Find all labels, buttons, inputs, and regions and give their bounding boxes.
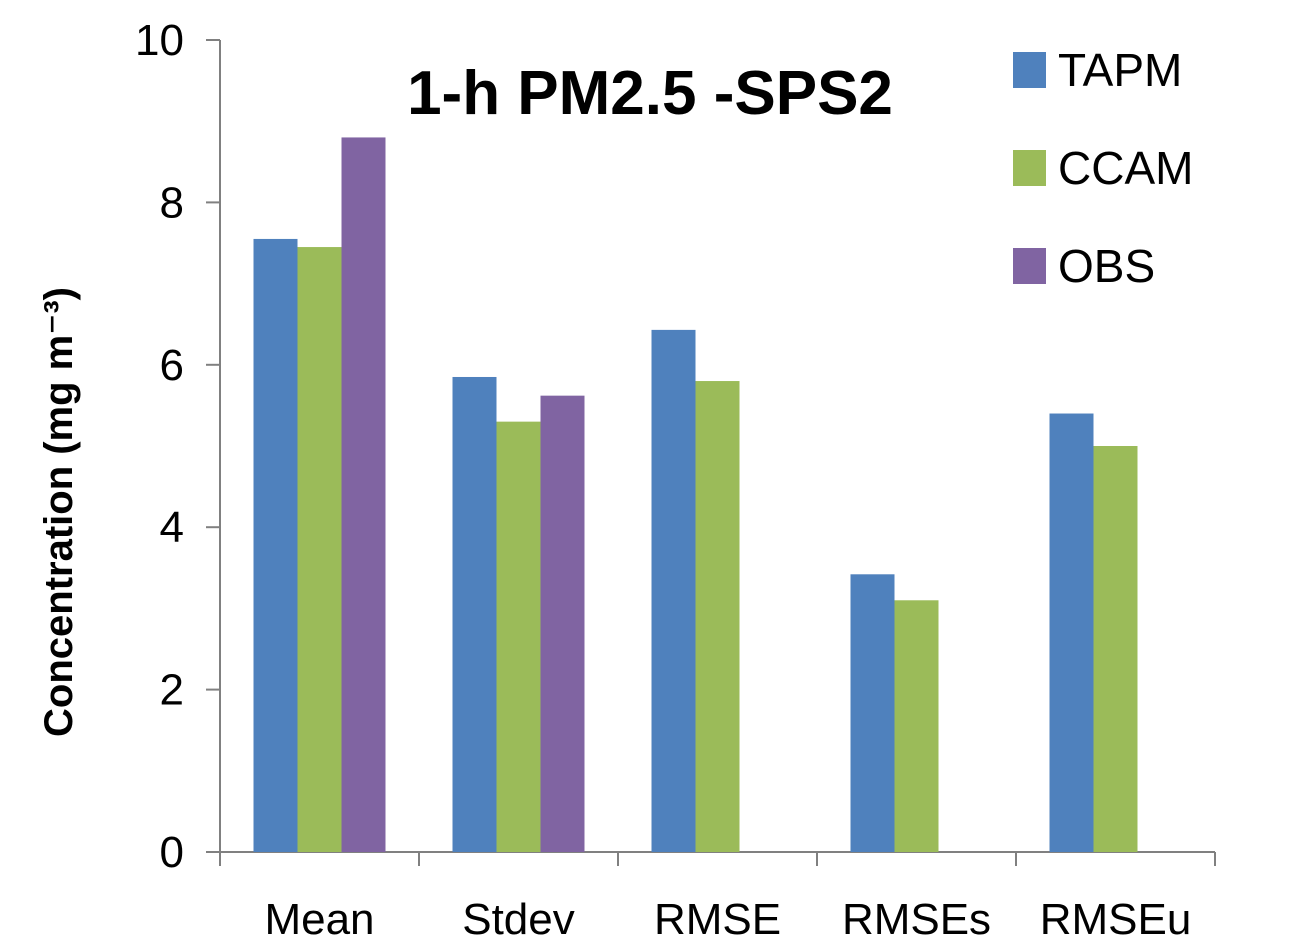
y-axis: 0 2 4 6 8 10 (135, 16, 221, 877)
y-tick-label: 2 (160, 666, 184, 715)
legend-swatch-obs (1013, 248, 1046, 284)
bar-tapm-stdev (452, 376, 497, 852)
bar-tapm-rmses (850, 574, 895, 852)
x-tick-label: RMSEu (1040, 895, 1192, 944)
legend-label-tapm: TAPM (1058, 44, 1182, 96)
legend-label-ccam: CCAM (1058, 142, 1193, 194)
bar-tapm-rmse (651, 329, 696, 852)
bar-ccam-rmse (695, 381, 740, 852)
legend-swatch-tapm (1013, 52, 1046, 88)
bar-obs-stdev (540, 395, 585, 852)
x-tick-label: RMSEs (842, 895, 991, 944)
y-tick-label: 10 (135, 16, 184, 65)
y-axis-title: Concentration (mg m⁻³) (37, 287, 81, 737)
bar-tapm-rmseu (1049, 413, 1094, 852)
legend: TAPM CCAM OBS (1013, 44, 1193, 292)
bar-obs-mean (341, 137, 386, 852)
bars (253, 137, 1138, 852)
bar-tapm-mean (253, 238, 298, 852)
y-tick-label: 0 (160, 828, 184, 877)
y-tick-label: 4 (160, 503, 184, 552)
y-tick-label: 8 (160, 178, 184, 227)
x-tick-label: RMSE (654, 895, 781, 944)
x-axis: Mean Stdev RMSE RMSEs RMSEu (219, 851, 1216, 944)
y-tick-label: 6 (160, 341, 184, 390)
bar-ccam-stdev (496, 421, 541, 852)
legend-swatch-ccam (1013, 150, 1046, 186)
x-tick-label: Stdev (462, 895, 575, 944)
bar-ccam-rmses (894, 600, 939, 852)
bar-ccam-rmseu (1093, 446, 1138, 852)
legend-label-obs: OBS (1058, 240, 1155, 292)
chart-title: 1-h PM2.5 -SPS2 (407, 59, 893, 128)
bar-ccam-mean (297, 247, 342, 852)
x-tick-label: Mean (264, 895, 374, 944)
